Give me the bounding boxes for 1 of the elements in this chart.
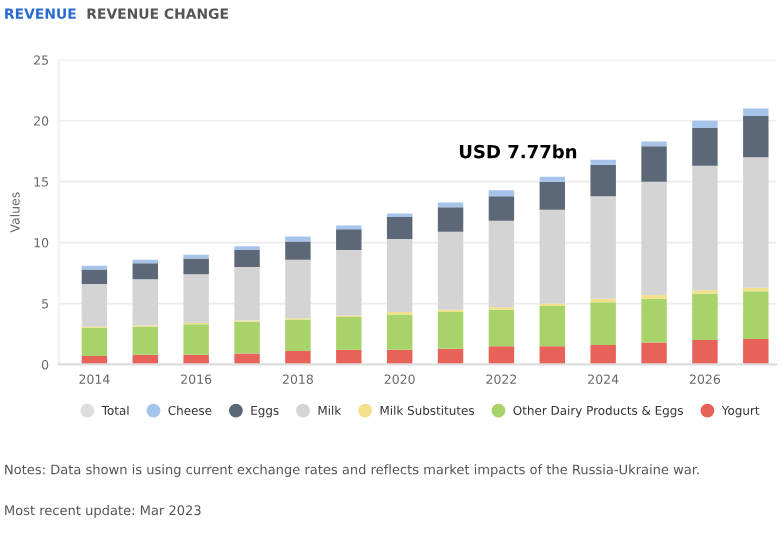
- annotation: USD 7.77bn: [459, 144, 577, 159]
